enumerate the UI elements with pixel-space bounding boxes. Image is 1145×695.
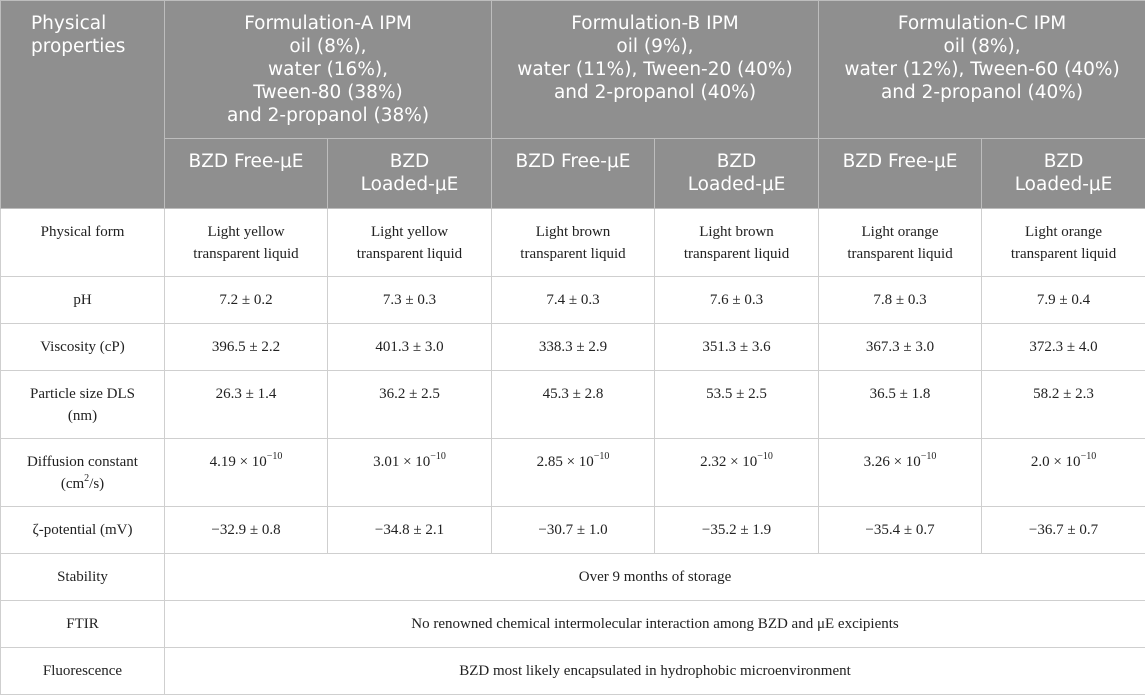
table-cell: 7.9 ± 0.4: [982, 277, 1145, 324]
row-particle-size: Particle size DLS(nm) 26.3 ± 1.4 36.2 ± …: [1, 371, 1145, 439]
merged-cell: BZD most likely encapsulated in hydropho…: [165, 648, 1145, 695]
table-cell: 7.3 ± 0.3: [328, 277, 492, 324]
row-ftir: FTIR No renowned chemical intermolecular…: [1, 601, 1145, 648]
table-cell: −32.9 ± 0.8: [165, 507, 328, 554]
table-cell: 45.3 ± 2.8: [492, 371, 655, 439]
table-cell: 36.2 ± 2.5: [328, 371, 492, 439]
table-cell: 372.3 ± 4.0: [982, 324, 1145, 371]
row-label: Viscosity (cP): [1, 324, 165, 371]
table-cell: 4.19 × 10−10: [165, 439, 328, 507]
row-diffusion-constant: Diffusion constant (cm2/s) 4.19 × 10−10 …: [1, 439, 1145, 507]
table-cell: 3.01 × 10−10: [328, 439, 492, 507]
table-cell: −30.7 ± 1.0: [492, 507, 655, 554]
table-cell: 36.5 ± 1.8: [819, 371, 982, 439]
table-cell: 367.3 ± 3.0: [819, 324, 982, 371]
row-viscosity: Viscosity (cP) 396.5 ± 2.2 401.3 ± 3.0 3…: [1, 324, 1145, 371]
merged-cell: No renowned chemical intermolecular inte…: [165, 601, 1145, 648]
row-label: Diffusion constant (cm2/s): [1, 439, 165, 507]
row-label: ζ-potential (mV): [1, 507, 165, 554]
merged-cell: Over 9 months of storage: [165, 554, 1145, 601]
table-cell: −34.8 ± 2.1: [328, 507, 492, 554]
table-cell: 2.85 × 10−10: [492, 439, 655, 507]
table-cell: 26.3 ± 1.4: [165, 371, 328, 439]
table-cell: 7.8 ± 0.3: [819, 277, 982, 324]
table-cell: 7.2 ± 0.2: [165, 277, 328, 324]
table-cell: −36.7 ± 0.7: [982, 507, 1145, 554]
row-zeta-potential: ζ-potential (mV) −32.9 ± 0.8 −34.8 ± 2.1…: [1, 507, 1145, 554]
row-label: Stability: [1, 554, 165, 601]
table-cell: 396.5 ± 2.2: [165, 324, 328, 371]
row-label: pH: [1, 277, 165, 324]
row-label: Fluorescence: [1, 648, 165, 695]
table-cell: −35.4 ± 0.7: [819, 507, 982, 554]
header-formulation-a: Formulation-A IPM oil (8%), water (16%),…: [165, 1, 492, 139]
table-cell: 7.6 ± 0.3: [655, 277, 819, 324]
row-label: Physical form: [1, 209, 165, 277]
table-cell: −35.2 ± 1.9: [655, 507, 819, 554]
table-cell: 58.2 ± 2.3: [982, 371, 1145, 439]
table-cell: 53.5 ± 2.5: [655, 371, 819, 439]
table-cell: 2.0 × 10−10: [982, 439, 1145, 507]
table-cell: 2.32 × 10−10: [655, 439, 819, 507]
table-cell: 351.3 ± 3.6: [655, 324, 819, 371]
table-cell: 7.4 ± 0.3: [492, 277, 655, 324]
header-physical-properties: Physical properties: [1, 1, 165, 209]
header-b-free: BZD Free-μE: [492, 139, 655, 209]
row-label: FTIR: [1, 601, 165, 648]
header-c-free: BZD Free-μE: [819, 139, 982, 209]
table-cell: 3.26 × 10−10: [819, 439, 982, 507]
header-formulation-b: Formulation-B IPM oil (9%), water (11%),…: [492, 1, 819, 139]
row-ph: pH 7.2 ± 0.2 7.3 ± 0.3 7.4 ± 0.3 7.6 ± 0…: [1, 277, 1145, 324]
row-fluorescence: Fluorescence BZD most likely encapsulate…: [1, 648, 1145, 695]
row-label: Particle size DLS(nm): [1, 371, 165, 439]
header-a-free: BZD Free-μE: [165, 139, 328, 209]
row-stability: Stability Over 9 months of storage: [1, 554, 1145, 601]
table-cell: 338.3 ± 2.9: [492, 324, 655, 371]
table-cell: 401.3 ± 3.0: [328, 324, 492, 371]
header-formulation-c: Formulation-C IPM oil (8%), water (12%),…: [819, 1, 1145, 139]
